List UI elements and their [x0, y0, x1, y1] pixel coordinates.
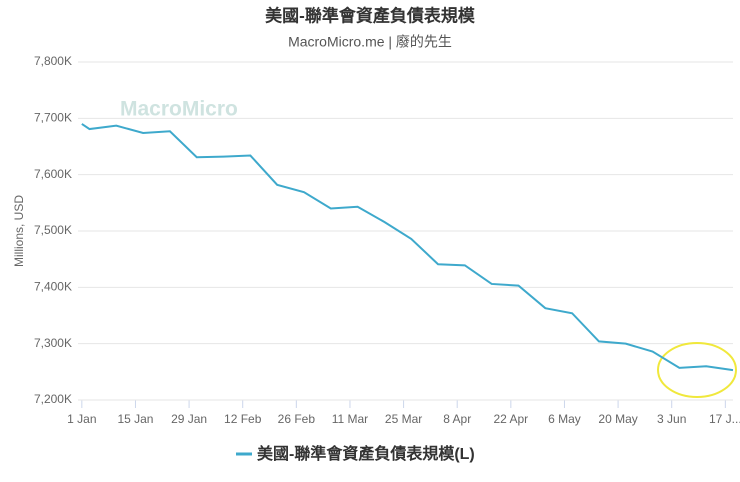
y-tick-label: 7,700K	[34, 111, 72, 125]
y-tick-label: 7,600K	[34, 167, 72, 181]
y-tick-label: 7,800K	[34, 54, 72, 68]
x-tick-label: 6 May	[548, 412, 581, 426]
x-tick-label: 22 Apr	[493, 412, 528, 426]
chart-subtitle: MacroMicro.me | 廢的先生	[288, 34, 452, 50]
y-tick-label: 7,400K	[34, 280, 72, 294]
chart-title: 美國-聯準會資產負債表規模	[265, 5, 476, 25]
y-axis-title: Millions, USD	[12, 195, 26, 267]
x-tick-label: 15 Jan	[117, 412, 153, 426]
legend-label[interactable]: 美國-聯準會資產負債表規模(L)	[257, 444, 475, 463]
x-tick-label: 20 May	[598, 412, 637, 426]
watermark: MacroMicro	[120, 98, 238, 121]
y-tick-label: 7,300K	[34, 336, 72, 350]
data-line	[81, 123, 734, 372]
x-tick-label: 8 Apr	[443, 412, 471, 426]
x-tick-label: 26 Feb	[278, 412, 316, 426]
highlight-circle	[657, 342, 737, 398]
y-tick-label: 7,500K	[34, 223, 72, 237]
y-tick-label: 7,200K	[34, 392, 72, 406]
x-tick-label: 3 Jun	[657, 412, 686, 426]
x-tick-label: 1 Jan	[67, 412, 96, 426]
x-tick-label: 29 Jan	[171, 412, 207, 426]
x-tick-label: 17 J...	[709, 412, 740, 426]
x-tick-label: 25 Mar	[385, 412, 422, 426]
x-tick-label: 11 Mar	[332, 412, 368, 426]
x-tick-label: 12 Feb	[224, 412, 262, 426]
